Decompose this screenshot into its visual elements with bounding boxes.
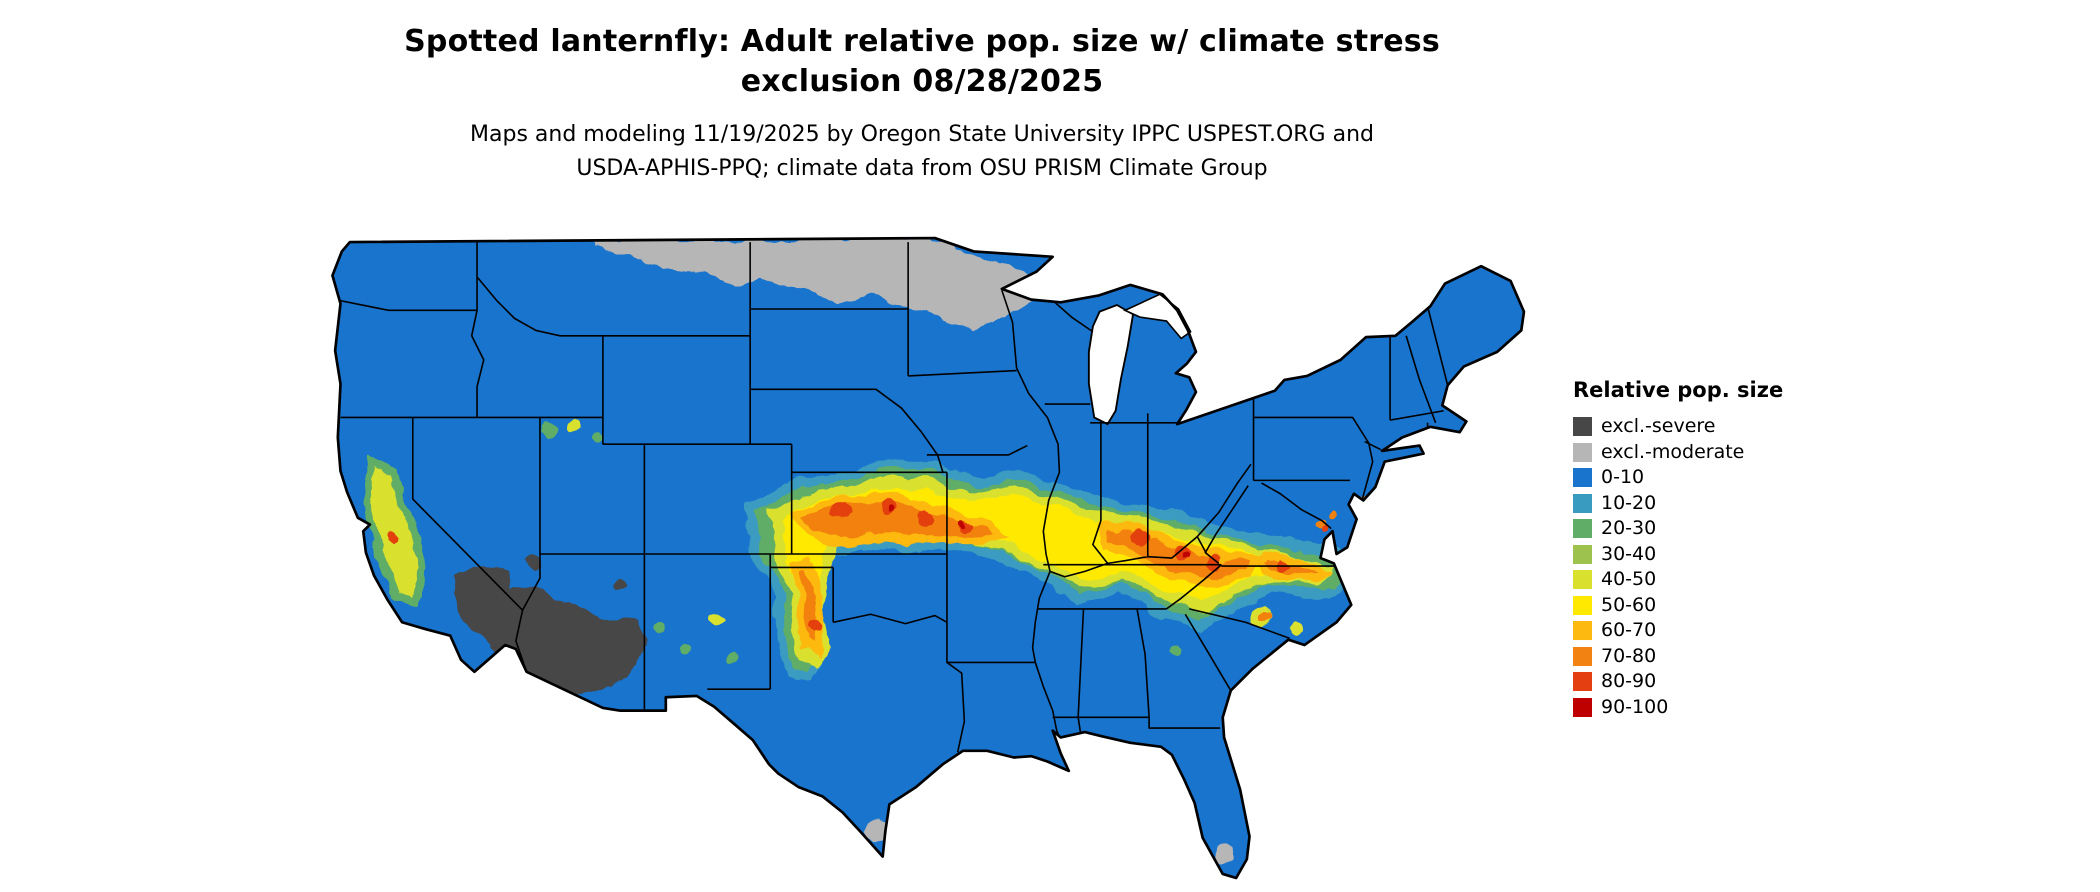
legend-label: 10-20 [1601,491,1657,514]
population-overlays [360,239,1373,865]
title-line-2: exclusion 08/28/2025 [740,64,1104,99]
legend-label: 90-100 [1601,695,1669,718]
subtitle-line-2: USDA-APHIS-PPQ; climate data from OSU PR… [576,156,1268,181]
red-speck [810,618,824,632]
legend-item: 30-40 [1573,542,1783,568]
legend-label: 20-30 [1601,517,1657,540]
red-speck [918,509,935,526]
red-speck [386,531,397,542]
legend-swatch [1573,544,1592,564]
dark-red-speck [1179,551,1188,560]
speck [709,611,721,623]
legend-item: 20-30 [1573,516,1783,542]
legend-swatch [1573,697,1592,717]
legend-label: excl.-moderate [1601,440,1745,463]
speck [1170,649,1182,660]
legend-item: 70-80 [1573,644,1783,670]
speck [1321,525,1330,534]
speck [680,643,692,655]
legend-swatch [1573,646,1592,666]
legend-swatch [1573,417,1592,437]
speck [566,417,581,431]
legend-swatch [1573,519,1592,539]
red-speck [1135,531,1152,548]
excl-severe-region [450,563,646,695]
legend-label: 0-10 [1601,466,1645,489]
band-red-specks [386,497,1292,632]
speck [1285,620,1300,635]
legend-item: excl.-moderate [1573,440,1783,466]
speck [589,432,601,443]
us-map-svg [331,236,1526,880]
speck [1331,509,1340,518]
legend-swatch [1573,621,1592,641]
legend-item: 50-60 [1573,593,1783,619]
us-land [332,238,1524,878]
excl-moderate-florida-tip [1214,845,1234,865]
us-outline [331,236,1526,880]
speck [652,620,666,635]
us-population-map [308,226,1527,882]
legend-title: Relative pop. size [1573,378,1784,402]
legend-swatch [1573,570,1592,590]
figure-subtitle: Maps and modeling 11/19/2025 by Oregon S… [0,118,1844,186]
red-speck [831,503,851,522]
excl-moderate-texas-tip [863,819,889,844]
legend-label: 40-50 [1601,568,1657,591]
dark-red-speck [960,519,969,528]
red-speck [1206,556,1221,571]
legend-swatch [1573,442,1592,462]
legend-label: 60-70 [1601,619,1657,642]
legend-label: excl.-severe [1601,415,1716,438]
legend-swatch [1573,493,1592,513]
speck [1261,611,1273,623]
legend-label: 70-80 [1601,644,1657,667]
subtitle-line-1: Maps and modeling 11/19/2025 by Oregon S… [470,122,1374,147]
map-legend: Relative pop. size excl.-severe excl.-mo… [1573,378,1783,720]
legend-swatch [1573,468,1592,488]
excl-moderate-region [594,239,1043,328]
legend-item: 80-90 [1573,669,1783,695]
speck [728,651,740,663]
legend-item: 90-100 [1573,695,1783,721]
legend-label: 80-90 [1601,670,1657,693]
legend-swatch [1573,595,1592,615]
dark-red-speck [885,505,894,514]
speck [1316,517,1328,529]
figure-title: Spotted lanternfly: Adult relative pop. … [0,22,1844,102]
band-california-valley [360,454,427,607]
legend-item: 10-20 [1573,491,1783,517]
legend-swatch [1573,672,1592,692]
excl-severe-speck [612,580,626,595]
title-line-1: Spotted lanternfly: Adult relative pop. … [404,24,1440,59]
legend-item: 0-10 [1573,465,1783,491]
legend-label: 30-40 [1601,542,1657,565]
speck [541,421,558,438]
legend-label: 50-60 [1601,593,1657,616]
legend-item: 60-70 [1573,618,1783,644]
legend-item: 40-50 [1573,567,1783,593]
legend-item: excl.-severe [1573,414,1783,440]
